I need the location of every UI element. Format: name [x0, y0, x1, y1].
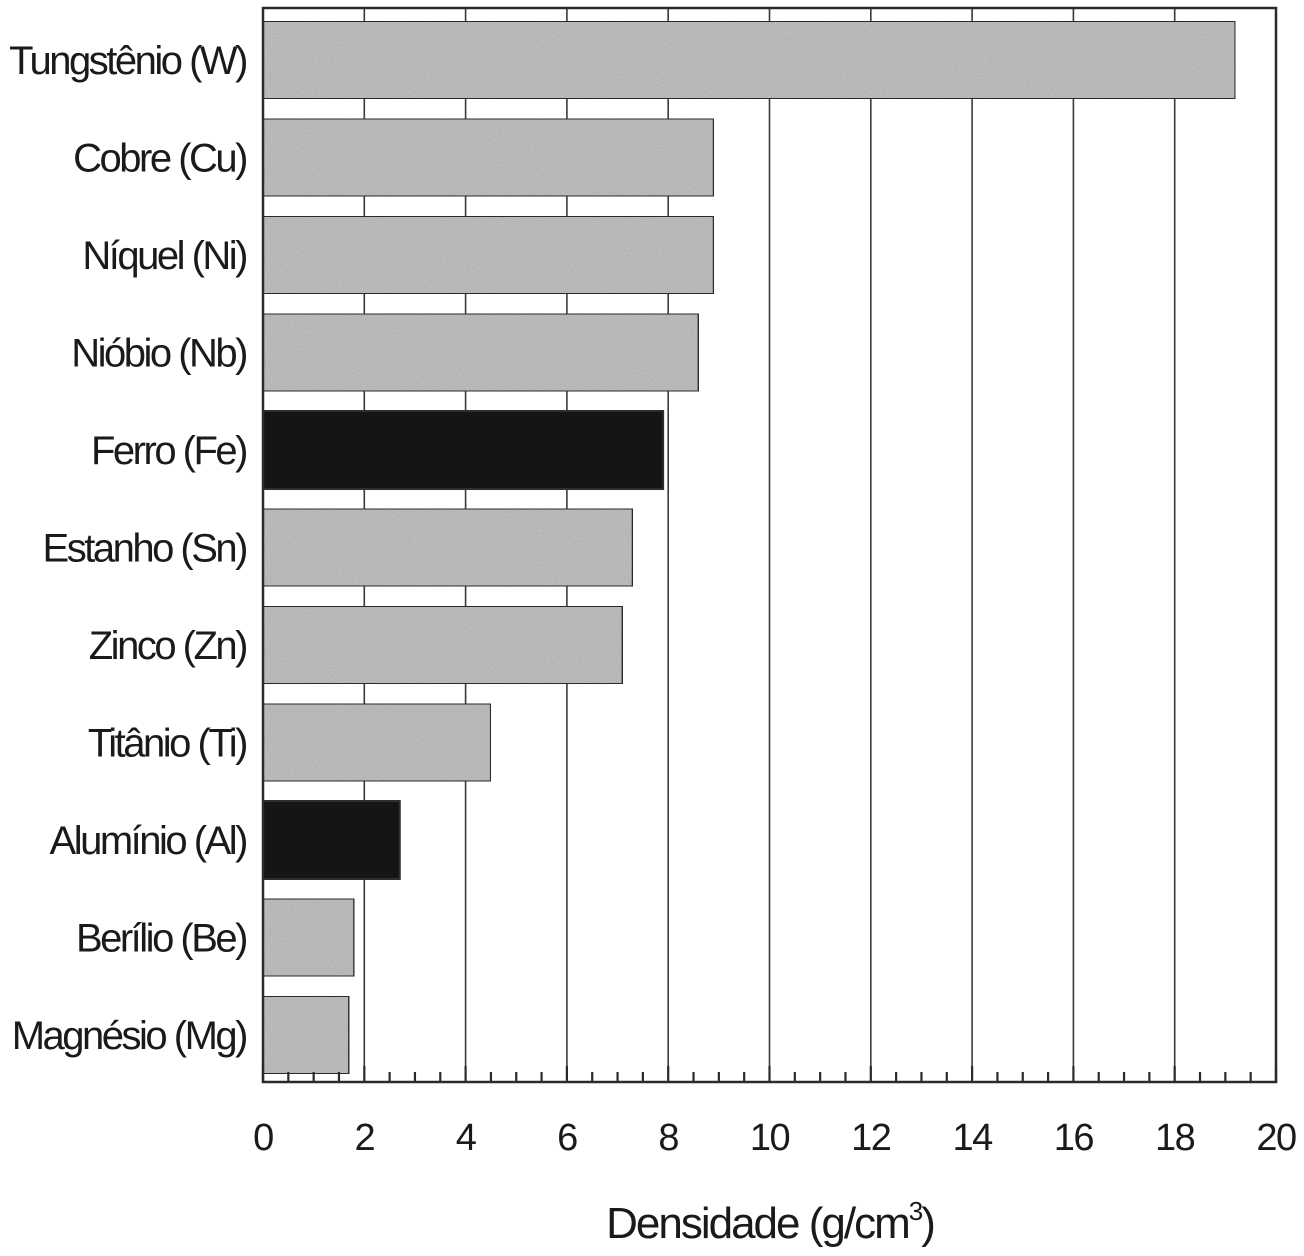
- bar-niquel-ni: [262, 215, 715, 295]
- category-label-estanho-sn: Estanho (Sn): [43, 527, 247, 571]
- category-label-berilio-be: Berílio (Be): [76, 917, 246, 961]
- x-axis-label-close: ): [921, 1199, 934, 1248]
- bars: [262, 20, 1237, 1075]
- bar-ferro-fe: [262, 410, 665, 490]
- bar-berilio-be: [262, 897, 356, 978]
- category-label-niobio-nb: Nióbio (Nb): [71, 332, 246, 376]
- bar-tungstenio-w: [262, 20, 1237, 100]
- x-axis-label-main: Densidade (g/cm: [606, 1199, 909, 1248]
- bar-zinco-zn: [262, 605, 624, 685]
- x-tick-label-16: 16: [1054, 1117, 1094, 1159]
- category-label-titanio-ti: Titânio (Ti): [88, 722, 246, 766]
- x-tick-label-18: 18: [1155, 1117, 1195, 1159]
- x-axis-ticks: [261, 1066, 1278, 1082]
- x-axis-tick-labels: 0 2 4 6 8 10 12 14 16 18 20: [253, 1117, 1297, 1159]
- x-tick-label-20: 20: [1256, 1117, 1296, 1159]
- x-tick-label-0: 0: [253, 1117, 273, 1159]
- x-tick-label-10: 10: [750, 1117, 790, 1159]
- category-label-tungstenio-w: Tungstênio (W): [9, 39, 246, 83]
- bar-magnesio-mg: [262, 995, 351, 1075]
- category-label-aluminio-al: Alumínio (Al): [50, 819, 247, 863]
- x-tick-label-8: 8: [658, 1117, 678, 1159]
- x-tick-label-2: 2: [354, 1117, 374, 1159]
- x-axis-label-superscript: 3: [909, 1196, 923, 1226]
- x-tick-label-12: 12: [851, 1117, 891, 1159]
- bar-titanio-ti: [262, 702, 492, 783]
- category-label-zinco-zn: Zinco (Zn): [89, 624, 246, 668]
- x-tick-label-4: 4: [456, 1117, 477, 1159]
- category-label-cobre-cu: Cobre (Cu): [73, 137, 246, 181]
- x-axis-label: Densidade (g/cm3): [606, 1196, 934, 1248]
- bar-estanho-sn: [262, 507, 634, 588]
- y-axis-category-labels: Tungstênio (W) Cobre (Cu) Níquel (Ni) Nióbi…: [9, 39, 249, 1058]
- x-tick-label-14: 14: [952, 1117, 993, 1159]
- bar-aluminio-al: [262, 800, 401, 880]
- bar-cobre-cu: [262, 117, 715, 198]
- category-label-magnesio-mg: Magnésio (Mg): [12, 1014, 246, 1058]
- category-label-ferro-fe: Ferro (Fe): [91, 429, 246, 473]
- bar-niobio-nb: [262, 312, 700, 393]
- x-tick-label-6: 6: [557, 1117, 577, 1159]
- category-label-niquel-ni: Níquel (Ni): [82, 234, 246, 278]
